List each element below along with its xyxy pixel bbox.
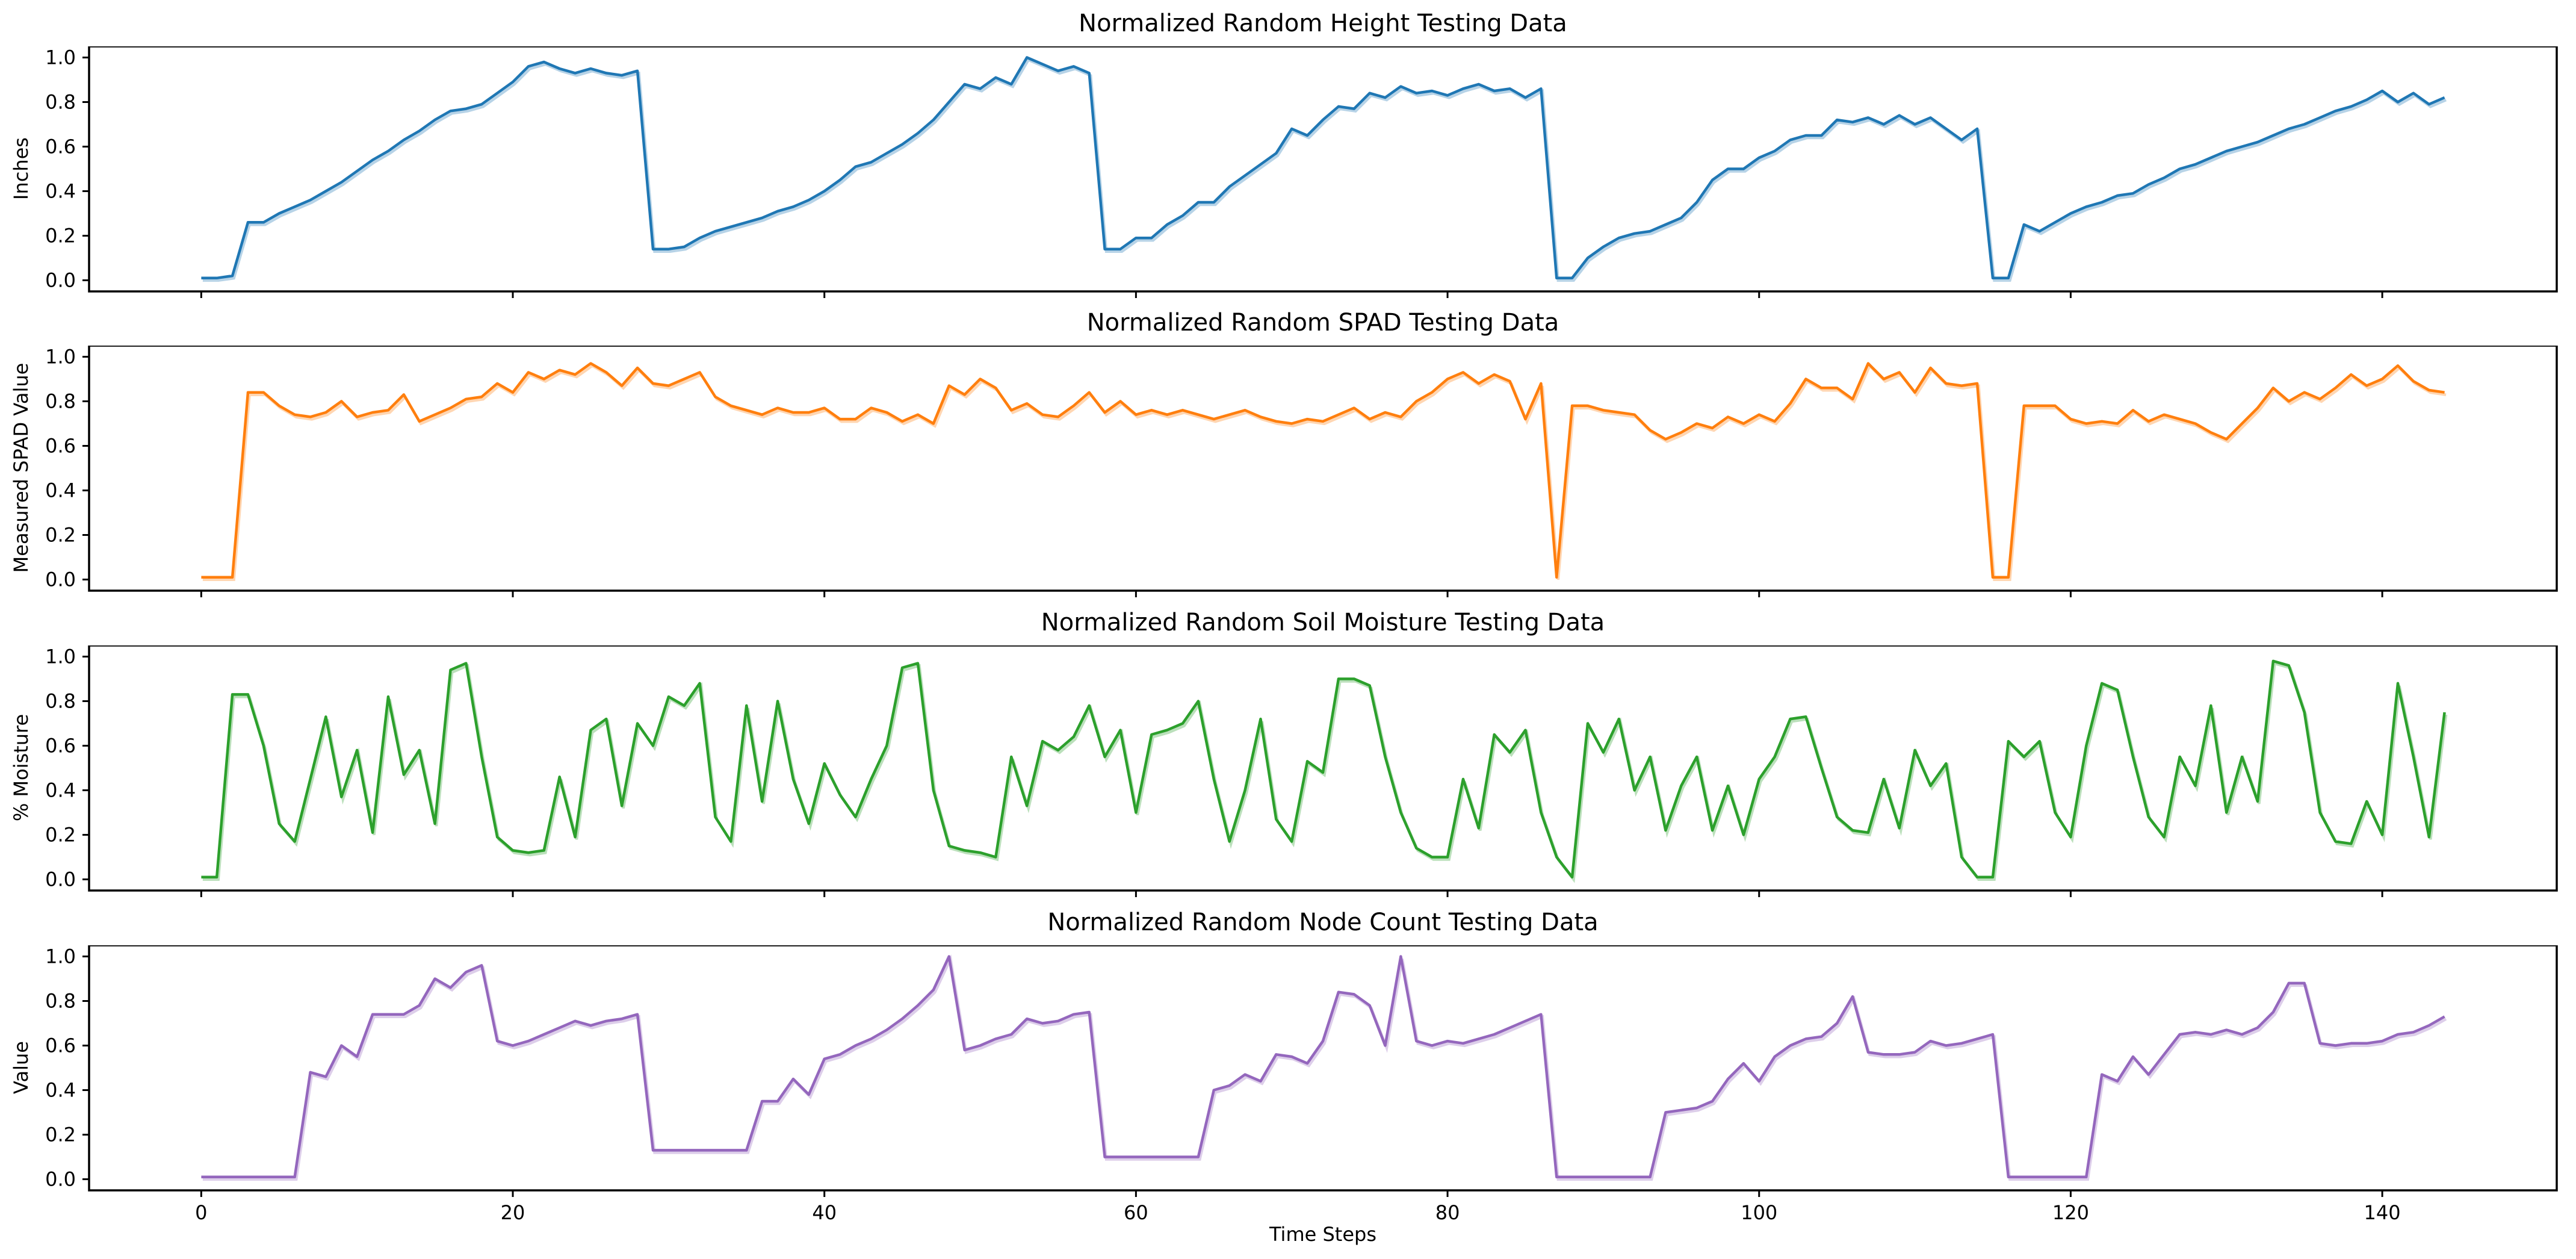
data-line-shadow: [202, 954, 2447, 1181]
chart-title-spad: Normalized Random SPAD Testing Data: [1086, 309, 1559, 337]
plot-canvas-height: 0.0 0.2 0.4 0.6 0.8 1.0: [45, 46, 2558, 298]
axes-spines: [88, 46, 2558, 293]
y-tick-label: 0.0: [45, 269, 76, 292]
y-tick-label: 0.0: [45, 1168, 76, 1191]
y-tick-label: 0.2: [45, 824, 76, 847]
plot-area: [89, 46, 2557, 291]
data-line-shadow: [202, 363, 2447, 582]
y-tick-label: 0.8: [45, 690, 76, 713]
y-tick-label: 0.0: [45, 568, 76, 591]
x-tick-label: 100: [1741, 1201, 1777, 1224]
x-tick-label: 140: [2364, 1201, 2401, 1224]
y-tick-label: 0.4: [45, 180, 76, 203]
data-line: [201, 362, 2445, 579]
x-tick-label: 60: [1124, 1201, 1148, 1224]
plot-area: [89, 346, 2557, 591]
y-tick-label: 0.2: [45, 524, 76, 547]
plot-canvas-node-count: 0 20 40 60 80 100 120 140 0.0 0.2 0.4 0.6 0.8 1.0: [45, 945, 2558, 1224]
data-line: [201, 56, 2445, 280]
x-tick-label: 40: [812, 1201, 837, 1224]
y-tick-label: 1.0: [45, 46, 76, 69]
chart-title-moisture: Normalized Random Soil Moisture Testing …: [1041, 609, 1605, 636]
y-tick-label: 0.2: [45, 225, 76, 247]
y-tick-label: 0.2: [45, 1124, 76, 1146]
chart-title-height: Normalized Random Height Testing Data: [1079, 10, 1567, 37]
x-axis-label: Time Steps: [1269, 1223, 1376, 1246]
x-tick-label: 0: [195, 1201, 207, 1224]
y-tick-label: 1.0: [45, 346, 76, 368]
y-tick-label: 0.4: [45, 1079, 76, 1102]
axes-spines: [88, 645, 2558, 892]
y-tick-label: 0.6: [45, 435, 76, 458]
data-line: [201, 955, 2445, 1179]
x-tick-label: 20: [501, 1201, 525, 1224]
data-line-shadow: [202, 662, 2448, 883]
axes-spines: [88, 346, 2558, 592]
y-tick-label: 0.0: [45, 868, 76, 891]
y-tick-label: 0.4: [45, 779, 76, 802]
y-tick-label: 0.8: [45, 990, 76, 1013]
plot-canvas-moisture: 0.0 0.2 0.4 0.6 0.8 1.0: [45, 645, 2558, 897]
chart-title-node-count: Normalized Random Node Count Testing Dat…: [1047, 909, 1599, 936]
y-tick-label: 0.8: [45, 390, 76, 413]
y-tick-label: 0.4: [45, 479, 76, 502]
y-tick-label: 0.8: [45, 91, 76, 114]
data-line-shadow: [202, 58, 2447, 282]
y-tick-label: 0.6: [45, 135, 76, 158]
x-tick-label: 80: [1435, 1201, 1460, 1224]
y-tick-label: 1.0: [45, 945, 76, 968]
y-tick-label: 0.6: [45, 735, 76, 757]
data-line: [201, 659, 2446, 879]
x-tick-label: 120: [2052, 1201, 2089, 1224]
y-tick-label: 0.6: [45, 1034, 76, 1057]
axes-spines: [88, 945, 2558, 1192]
plot-area: [89, 945, 2557, 1190]
y-tick-label: 1.0: [45, 645, 76, 668]
plot-canvas-spad: 0.0 0.2 0.4 0.6 0.8 1.0: [45, 346, 2558, 597]
